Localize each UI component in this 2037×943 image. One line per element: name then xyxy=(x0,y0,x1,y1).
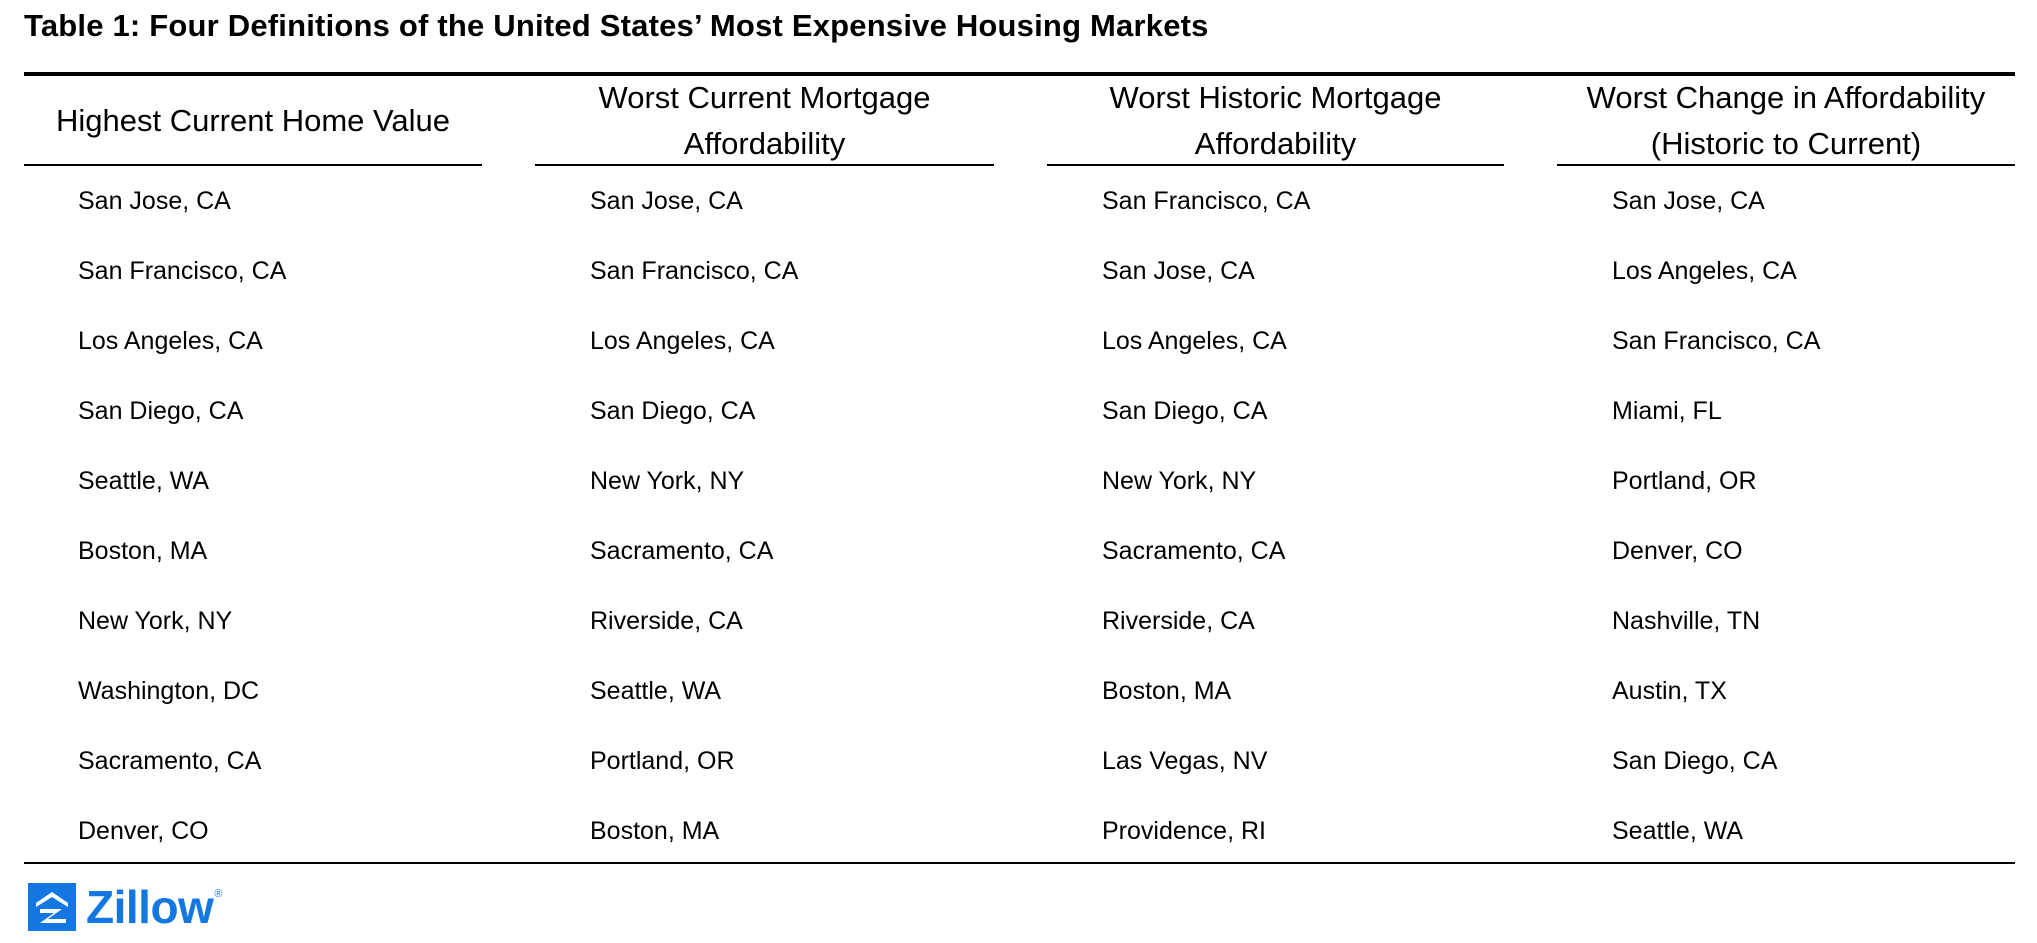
column-cells-worst-change-in-affordability: San Jose, CA Los Angeles, CA San Francis… xyxy=(1612,166,1820,866)
table-cell: New York, NY xyxy=(78,607,233,635)
table-cell: Las Vegas, NV xyxy=(1102,747,1268,775)
zillow-wordmark: Zillow xyxy=(86,881,214,933)
bottom-rule xyxy=(24,862,2015,864)
table-cell: San Diego, CA xyxy=(1102,397,1268,425)
table-cell: San Jose, CA xyxy=(1612,187,1765,215)
table-cell: San Diego, CA xyxy=(590,397,756,425)
table-cell: Washington, DC xyxy=(78,677,260,705)
table-cell: Nashville, TN xyxy=(1612,607,1761,635)
column-header-worst-current-mortgage-affordability: Worst Current Mortgage Affordability xyxy=(535,78,994,166)
table-cell: Sacramento, CA xyxy=(590,537,774,565)
table-cell: San Diego, CA xyxy=(78,397,244,425)
table-cell: Los Angeles, CA xyxy=(1612,257,1797,285)
table-cell: Boston, MA xyxy=(590,817,720,845)
table-cell: San Francisco, CA xyxy=(1102,187,1311,215)
table-cell: San Diego, CA xyxy=(1612,747,1778,775)
table-cell: San Jose, CA xyxy=(1102,257,1255,285)
column-header-highest-current-home-value: Highest Current Home Value xyxy=(24,78,482,166)
table-cell: Seattle, WA xyxy=(590,677,722,705)
table-cell: Providence, RI xyxy=(1102,817,1266,845)
table-cell: San Jose, CA xyxy=(78,187,231,215)
column-cells-worst-historic-mortgage-affordability: San Francisco, CA San Jose, CA Los Angel… xyxy=(1102,166,1310,866)
column-header-worst-change-in-affordability: Worst Change in Affordability (Historic … xyxy=(1557,78,2015,166)
top-rule xyxy=(24,72,2015,76)
table-title: Table 1: Four Definitions of the United … xyxy=(24,8,1209,43)
table-cell: Miami, FL xyxy=(1612,397,1722,425)
table-cell: San Francisco, CA xyxy=(78,257,287,285)
table-cell: Denver, CO xyxy=(78,817,209,845)
table-cell: Seattle, WA xyxy=(1612,817,1744,845)
table-cell: Denver, CO xyxy=(1612,537,1743,565)
registered-mark: ® xyxy=(214,888,223,900)
table-cell: San Francisco, CA xyxy=(590,257,799,285)
table-cell: San Francisco, CA xyxy=(1612,327,1821,355)
table-cell: Los Angeles, CA xyxy=(78,327,263,355)
table-cell: Los Angeles, CA xyxy=(590,327,775,355)
table-cell: San Jose, CA xyxy=(590,187,743,215)
table-cell: Sacramento, CA xyxy=(78,747,262,775)
column-header-line: Highest Current Home Value xyxy=(56,103,450,138)
zillow-logo: Zillow ® xyxy=(28,882,222,932)
column-header-line: Worst Current Mortgage xyxy=(598,80,931,115)
table-cell: New York, NY xyxy=(590,467,745,495)
table-cell: Riverside, CA xyxy=(1102,607,1255,635)
column-cells-highest-current-home-value: San Jose, CA San Francisco, CA Los Angel… xyxy=(78,166,286,866)
column-header-line: Worst Historic Mortgage xyxy=(1109,80,1442,115)
table-cell: Sacramento, CA xyxy=(1102,537,1286,565)
column-header-line: Affordability xyxy=(683,126,846,161)
column-header-line: Affordability xyxy=(1194,126,1357,161)
table-cell: New York, NY xyxy=(1102,467,1257,495)
table-cell: Boston, MA xyxy=(78,537,208,565)
table-cell: Portland, OR xyxy=(590,747,735,775)
column-header-line: Worst Change in Affordability xyxy=(1586,80,1986,115)
table-cell: Portland, OR xyxy=(1612,467,1757,495)
table-cell: Boston, MA xyxy=(1102,677,1232,705)
zillow-z-icon xyxy=(28,883,76,931)
table-cell: Austin, TX xyxy=(1612,677,1727,705)
column-header-line: (Historic to Current) xyxy=(1650,126,1922,161)
column-cells-worst-current-mortgage-affordability: San Jose, CA San Francisco, CA Los Angel… xyxy=(590,166,798,866)
table-cell: Seattle, WA xyxy=(78,467,210,495)
column-header-worst-historic-mortgage-affordability: Worst Historic Mortgage Affordability xyxy=(1047,78,1504,166)
table-cell: Riverside, CA xyxy=(590,607,743,635)
table-cell: Los Angeles, CA xyxy=(1102,327,1287,355)
